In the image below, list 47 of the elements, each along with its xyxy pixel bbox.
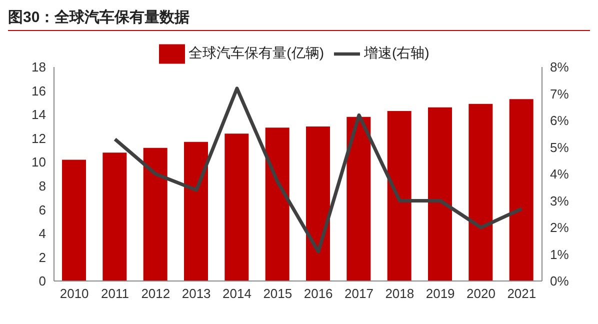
bar [184, 142, 208, 281]
y2-tick-label: 7% [550, 86, 570, 102]
y-tick-label: 10 [32, 154, 46, 170]
x-tick-label: 2014 [222, 286, 252, 302]
bar [468, 104, 493, 281]
bar [102, 152, 127, 281]
y2-tick-label: 8% [550, 60, 570, 75]
x-tick-label: 2011 [101, 286, 129, 302]
x-tick-label: 2018 [385, 286, 414, 302]
y-tick-label: 16 [32, 83, 46, 98]
x-tick-label: 2013 [182, 286, 211, 302]
x-tick-label: 2010 [60, 286, 89, 302]
y-tick-label: 6 [38, 202, 46, 218]
bar [143, 148, 168, 281]
x-tick-label: 2019 [426, 286, 455, 302]
bar [428, 107, 452, 281]
y-tick-label: 8 [38, 178, 46, 194]
y-tick-label: 2 [38, 250, 46, 265]
y-tick-label: 4 [38, 226, 46, 242]
bar [265, 128, 290, 281]
bar [509, 99, 534, 281]
bar [346, 116, 371, 281]
line-series [113, 86, 524, 254]
y2-tick-label: 4% [550, 166, 570, 182]
x-tick-label: 2017 [344, 286, 374, 302]
y2-tick-label: 2% [550, 220, 570, 236]
x-tick-label: 2016 [304, 286, 333, 302]
chart-title: 图30：全球汽车保有量数据 [8, 8, 590, 31]
bar [306, 126, 330, 281]
bar [62, 160, 86, 281]
y2-tick-label: 1% [550, 246, 570, 262]
y2-tick-label: 0% [550, 274, 570, 289]
legend-label: 全球汽车保有量(亿辆) [188, 44, 324, 61]
y2-tick-label: 5% [550, 140, 570, 155]
x-tick-label: 2021 [507, 286, 536, 302]
bar [224, 134, 249, 281]
y-tick-label: 12 [32, 130, 46, 146]
x-tick-label: 2015 [263, 286, 292, 302]
y-tick-label: 0 [38, 274, 46, 289]
y-tick-label: 18 [32, 60, 46, 75]
x-tick-label: 2020 [466, 286, 496, 302]
y2-tick-label: 6% [550, 113, 570, 128]
legend-label: 增速(右轴) [364, 44, 430, 61]
y-tick-label: 14 [32, 107, 46, 122]
x-tick-label: 2012 [141, 286, 170, 302]
bar [387, 110, 412, 281]
y2-tick-label: 3% [550, 193, 570, 208]
